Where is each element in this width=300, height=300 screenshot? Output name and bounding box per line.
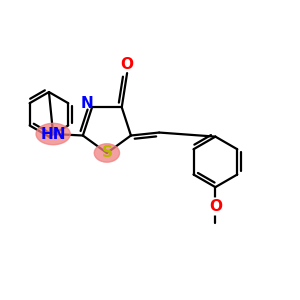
Text: S: S [101, 146, 112, 160]
Text: O: O [209, 199, 222, 214]
Text: HN: HN [40, 127, 66, 142]
Text: O: O [121, 57, 134, 72]
Ellipse shape [94, 144, 119, 162]
Ellipse shape [36, 123, 70, 145]
Text: N: N [80, 96, 93, 111]
